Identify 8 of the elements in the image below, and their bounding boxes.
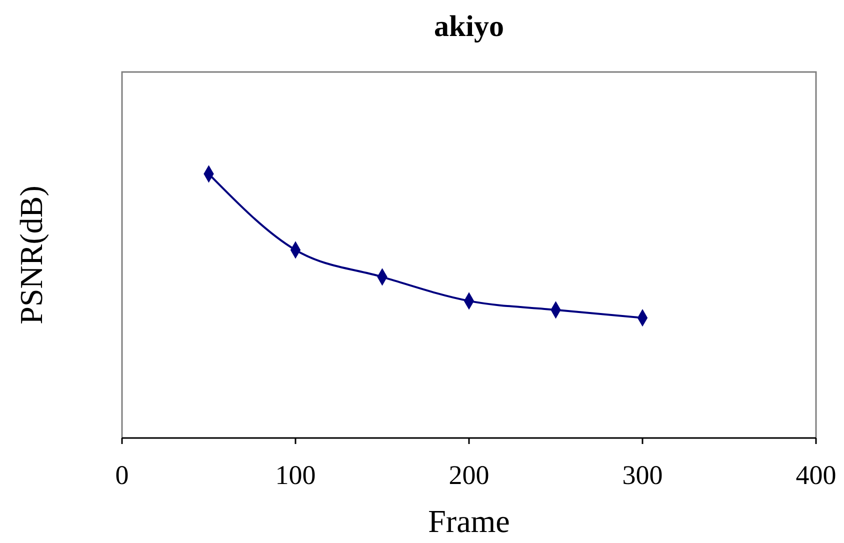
x-tick-label: 100	[275, 460, 316, 490]
x-tick-label: 300	[622, 460, 663, 490]
y-axis-title: PSNR(dB)	[13, 186, 49, 324]
x-axis-title: Frame	[428, 503, 510, 539]
x-tick-label: 200	[448, 460, 490, 490]
x-tick-label: 400	[796, 460, 836, 490]
chart-title: akiyo	[434, 10, 504, 43]
x-tick-label: 0	[115, 460, 129, 490]
